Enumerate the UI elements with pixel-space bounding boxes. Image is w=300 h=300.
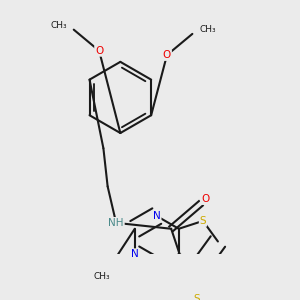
Text: CH₃: CH₃ (93, 272, 110, 281)
Text: S: S (193, 294, 200, 300)
Text: S: S (200, 216, 206, 226)
Text: CH₃: CH₃ (199, 25, 216, 34)
Text: O: O (163, 50, 171, 60)
Text: CH₃: CH₃ (50, 21, 67, 30)
Text: O: O (201, 194, 209, 204)
Text: N: N (131, 249, 139, 259)
Text: O: O (95, 46, 103, 56)
Text: N: N (153, 211, 161, 221)
Text: NH: NH (108, 218, 124, 228)
